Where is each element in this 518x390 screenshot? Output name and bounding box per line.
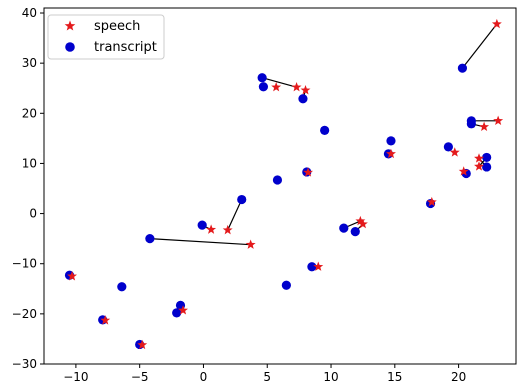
transcript-point	[117, 282, 127, 292]
x-tick-label: −10	[63, 370, 88, 384]
transcript-point	[350, 227, 360, 237]
speech-point	[386, 148, 396, 159]
speech-point	[300, 85, 311, 95]
legend-transcript-label: transcript	[94, 40, 157, 55]
speech-point	[479, 121, 490, 132]
y-tick-label: 30	[22, 56, 37, 70]
transcript-point	[386, 136, 396, 146]
speech-point	[100, 315, 111, 325]
transcript-point	[281, 280, 291, 290]
speech-point	[491, 18, 502, 29]
transcript-point	[237, 194, 247, 205]
speech-point	[291, 82, 302, 92]
transcript-point	[466, 116, 476, 126]
speech-point	[178, 305, 188, 315]
legend-speech-marker	[64, 20, 76, 31]
y-tick-label: 20	[22, 106, 37, 120]
plot-area-frame	[43, 7, 517, 365]
speech-point	[206, 224, 217, 234]
speech-point	[271, 82, 282, 92]
transcript-point	[457, 63, 468, 73]
transcript-point	[258, 82, 269, 92]
transcript-point	[443, 142, 453, 152]
transcript-point	[482, 152, 492, 163]
transcript-point	[145, 234, 155, 244]
speech-point	[313, 261, 324, 271]
speech-point	[449, 147, 460, 157]
connection-line	[227, 199, 243, 231]
x-tick-label: 5	[263, 370, 271, 384]
speech-point	[245, 239, 256, 249]
speech-point	[355, 215, 366, 226]
x-tick-label: 20	[451, 370, 466, 384]
speech-point	[137, 339, 148, 350]
connection-line	[461, 23, 498, 69]
x-tick-label: 0	[200, 370, 208, 384]
transcript-point	[307, 262, 317, 272]
y-axis: −30 −20 −10 0 10 20 30 40	[12, 6, 44, 371]
speech-point	[426, 196, 437, 207]
y-tick-label: −20	[12, 307, 37, 321]
transcript-point	[272, 175, 283, 185]
y-tick-label: 0	[29, 207, 37, 221]
legend-transcript-marker	[65, 42, 75, 52]
legend-speech-label: speech	[94, 19, 140, 34]
x-tick-label: −5	[131, 370, 149, 384]
x-tick-label: 10	[323, 370, 338, 384]
transcript-point	[197, 220, 207, 230]
speech-point	[458, 166, 469, 176]
speech-point	[493, 115, 504, 126]
connection-line	[261, 77, 297, 88]
y-tick-label: −30	[12, 357, 37, 371]
transcript-point	[257, 73, 267, 83]
speech-point	[474, 153, 484, 163]
speech-point	[67, 271, 78, 281]
connection-line	[149, 238, 251, 246]
transcript-point	[320, 125, 330, 135]
legend: speech transcript	[47, 14, 165, 60]
x-tick-label: 15	[387, 370, 402, 384]
y-tick-label: 10	[22, 156, 37, 170]
x-axis: −10 −5 0 5 10 15 20	[63, 364, 466, 384]
speech-point	[222, 224, 233, 235]
y-tick-label: −10	[12, 257, 37, 271]
data-points	[64, 18, 504, 350]
transcript-point	[339, 223, 349, 233]
legend-box	[47, 14, 165, 60]
speech-point	[303, 167, 314, 177]
transcript-point	[172, 308, 182, 318]
y-tick-label: 40	[22, 6, 37, 20]
speech-point	[474, 161, 484, 171]
speech-point	[357, 218, 368, 229]
transcript-point	[482, 162, 492, 172]
transcript-point	[298, 94, 308, 104]
